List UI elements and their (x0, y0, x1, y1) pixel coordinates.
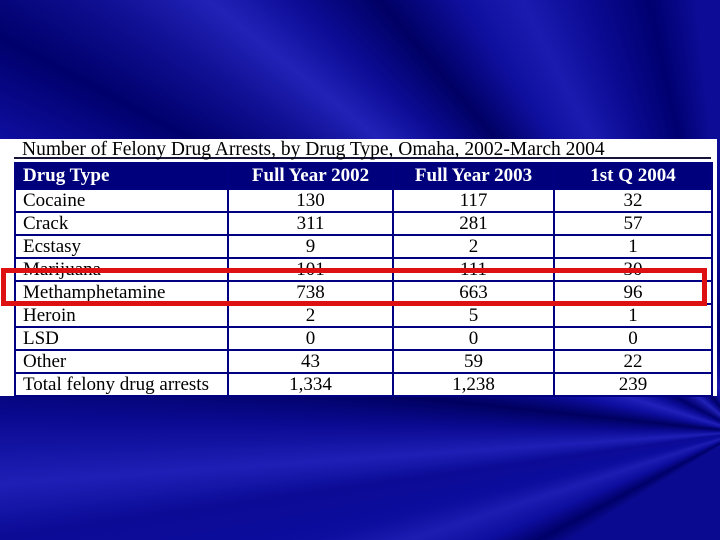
table-row-crack: Crack 311 281 57 (14, 211, 713, 236)
value-cell: 239 (553, 372, 713, 397)
drug-name-cell: Methamphetamine (14, 280, 229, 305)
table-row-methamphetamine: Methamphetamine 738 663 96 (14, 280, 713, 305)
value-cell: 9 (227, 234, 394, 259)
table-row-cocaine: Cocaine 130 117 32 (14, 188, 713, 213)
header-cell-1st-q-2004: 1st Q 2004 (553, 162, 713, 190)
slide-title: Number of Felony Drug Arrests, by Drug T… (14, 140, 711, 159)
drug-name-cell: Other (14, 349, 229, 374)
header-cell-full-year-2002: Full Year 2002 (227, 162, 394, 190)
value-cell: 1 (553, 303, 713, 328)
value-cell: 30 (553, 257, 713, 282)
header-cell-full-year-2003: Full Year 2003 (392, 162, 555, 190)
value-cell: 57 (553, 211, 713, 236)
table-row-other: Other 43 59 22 (14, 349, 713, 374)
table-header-row: Drug Type Full Year 2002 Full Year 2003 … (14, 162, 713, 190)
value-cell: 101 (227, 257, 394, 282)
drug-name-cell: Crack (14, 211, 229, 236)
value-cell: 0 (227, 326, 394, 351)
value-cell: 1 (553, 234, 713, 259)
value-cell: 5 (392, 303, 555, 328)
value-cell: 130 (227, 188, 394, 213)
value-cell: 22 (553, 349, 713, 374)
table-row-lsd: LSD 0 0 0 (14, 326, 713, 351)
value-cell: 1,334 (227, 372, 394, 397)
value-cell: 738 (227, 280, 394, 305)
value-cell: 32 (553, 188, 713, 213)
table-row-heroin: Heroin 2 5 1 (14, 303, 713, 328)
table-row-total: Total felony drug arrests 1,334 1,238 23… (14, 372, 713, 397)
table-row-ecstasy: Ecstasy 9 2 1 (14, 234, 713, 259)
value-cell: 663 (392, 280, 555, 305)
drug-name-cell: Cocaine (14, 188, 229, 213)
header-cell-drug-type: Drug Type (14, 162, 229, 190)
table-row-marijuana: Marijuana 101 111 30 (14, 257, 713, 282)
value-cell: 59 (392, 349, 555, 374)
value-cell: 0 (553, 326, 713, 351)
value-cell: 2 (392, 234, 555, 259)
value-cell: 111 (392, 257, 555, 282)
drug-name-cell: Total felony drug arrests (14, 372, 229, 397)
value-cell: 117 (392, 188, 555, 213)
drug-name-cell: Marijuana (14, 257, 229, 282)
value-cell: 311 (227, 211, 394, 236)
felony-drug-arrests-table: Drug Type Full Year 2002 Full Year 2003 … (14, 162, 713, 397)
drug-name-cell: LSD (14, 326, 229, 351)
value-cell: 281 (392, 211, 555, 236)
value-cell: 1,238 (392, 372, 555, 397)
value-cell: 0 (392, 326, 555, 351)
value-cell: 96 (553, 280, 713, 305)
value-cell: 2 (227, 303, 394, 328)
drug-name-cell: Ecstasy (14, 234, 229, 259)
value-cell: 43 (227, 349, 394, 374)
drug-name-cell: Heroin (14, 303, 229, 328)
